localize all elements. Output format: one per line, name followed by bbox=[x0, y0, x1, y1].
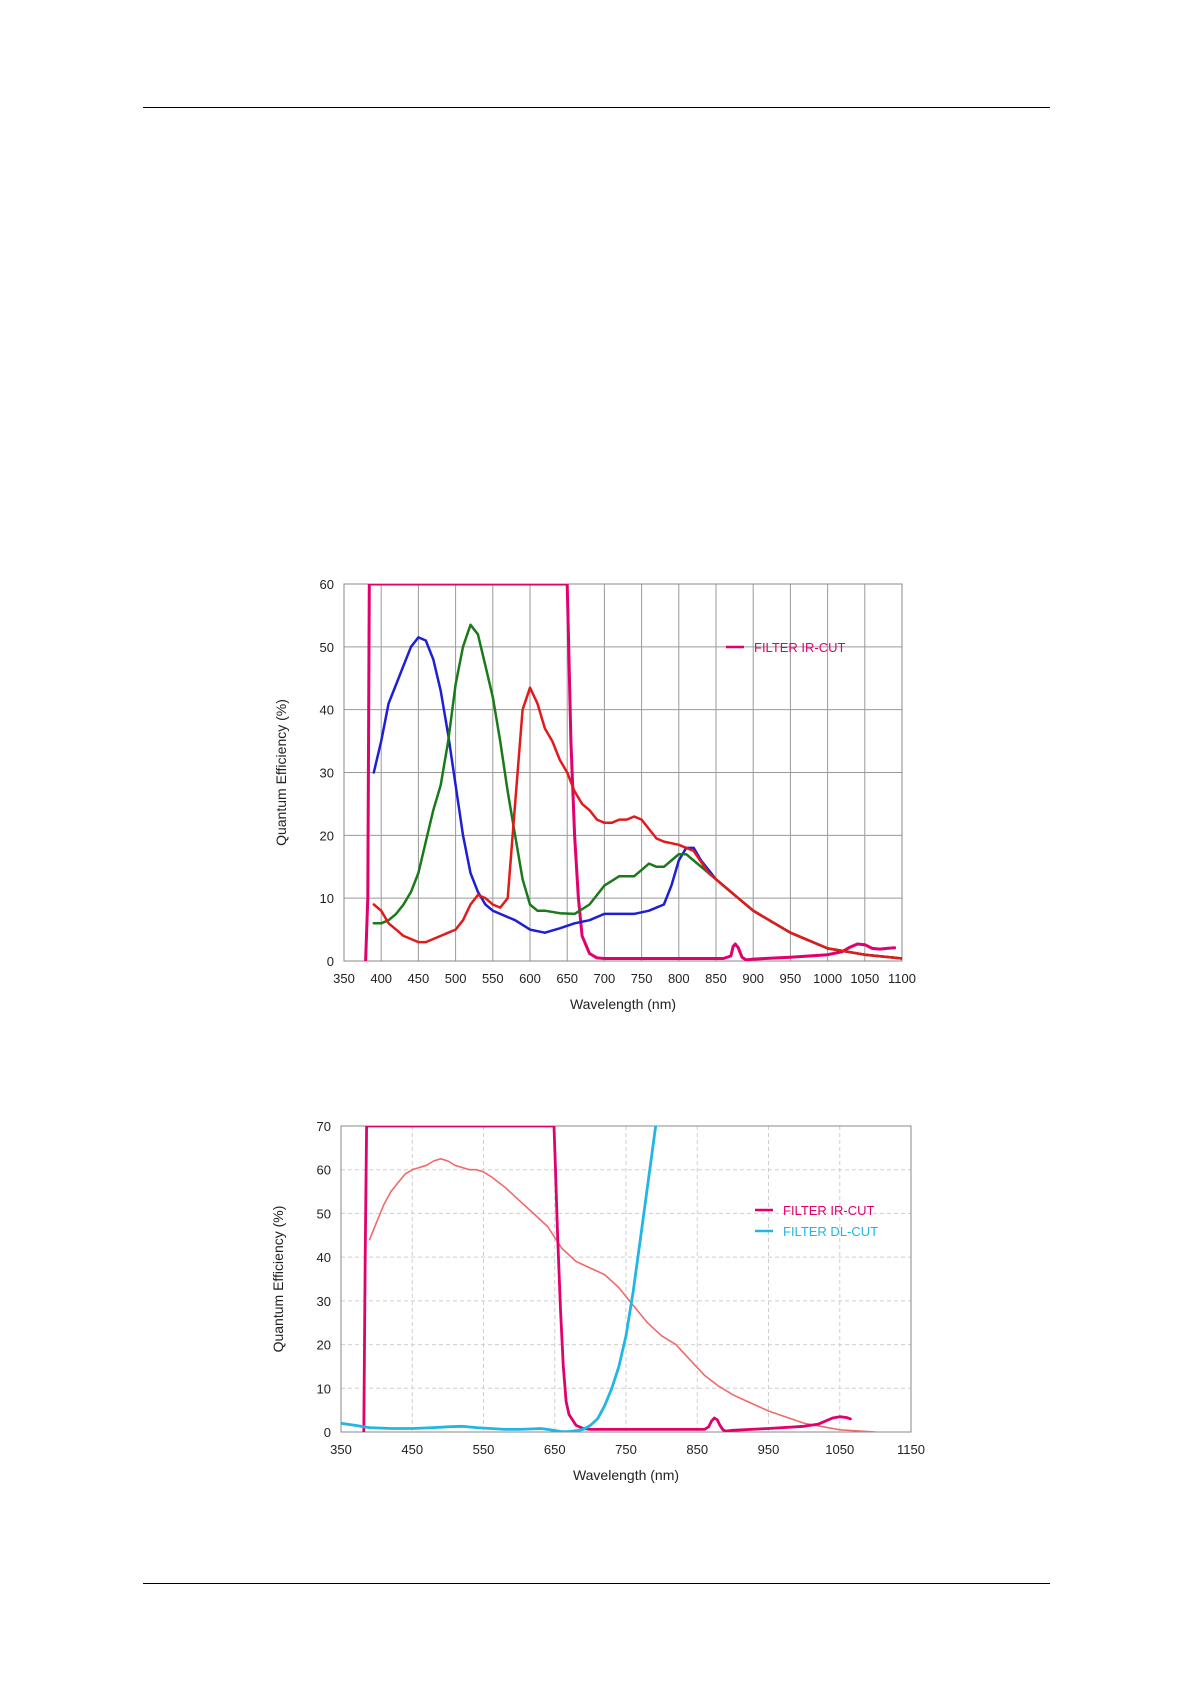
y-tick-label: 40 bbox=[320, 703, 334, 718]
y-tick-label: 20 bbox=[317, 1338, 331, 1353]
x-tick-label: 650 bbox=[544, 1442, 566, 1457]
x-tick-label: 350 bbox=[333, 971, 355, 986]
y-tick-label: 30 bbox=[320, 766, 334, 781]
legend-label: FILTER IR-CUT bbox=[754, 640, 846, 655]
y-tick-label: 40 bbox=[317, 1250, 331, 1265]
plot-frame bbox=[343, 583, 903, 962]
series-line-1 bbox=[372, 636, 902, 960]
legend: FILTER IR-CUT bbox=[726, 640, 846, 655]
y-axis-title: Quantum Efficiency (%) bbox=[273, 699, 289, 846]
x-tick-label: 550 bbox=[473, 1442, 495, 1457]
y-tick-label: 60 bbox=[320, 577, 334, 592]
legend: FILTER IR-CUT FILTER DL-CUT bbox=[755, 1203, 878, 1239]
x-tick-label: 750 bbox=[615, 1442, 637, 1457]
x-tick-label: 1000 bbox=[813, 971, 842, 986]
x-axis-title: Wavelength (nm) bbox=[573, 1467, 679, 1483]
x-tick-label: 500 bbox=[445, 971, 467, 986]
y-tick-label: 0 bbox=[327, 954, 334, 969]
x-tick-label: 1100 bbox=[888, 971, 916, 986]
y-tick-label: 10 bbox=[317, 1381, 331, 1396]
x-tick-label: 950 bbox=[780, 971, 802, 986]
x-tick-label: 800 bbox=[668, 971, 690, 986]
series-line-3 bbox=[372, 686, 902, 960]
x-tick-label: 400 bbox=[370, 971, 392, 986]
y-tick-label: 50 bbox=[320, 640, 334, 655]
y-tick-label: 20 bbox=[320, 828, 334, 843]
x-tick-label: 1050 bbox=[825, 1442, 854, 1457]
x-tick-label: 850 bbox=[705, 971, 727, 986]
legend-label: FILTER DL-CUT bbox=[783, 1224, 878, 1239]
x-tick-label: 950 bbox=[758, 1442, 780, 1457]
y-tick-label: 0 bbox=[324, 1425, 331, 1440]
y-tick-label: 10 bbox=[320, 891, 334, 906]
plot-frame bbox=[340, 1125, 912, 1433]
x-tick-label: 850 bbox=[686, 1442, 708, 1457]
grid bbox=[340, 1125, 912, 1433]
y-tick-label: 30 bbox=[317, 1294, 331, 1309]
series-line-0 bbox=[368, 1158, 877, 1432]
footer-rule bbox=[143, 1583, 1050, 1584]
x-tick-label: 550 bbox=[482, 971, 504, 986]
x-tick-label: 450 bbox=[408, 971, 430, 986]
x-tick-label: 750 bbox=[631, 971, 653, 986]
series-line-1 bbox=[362, 1126, 852, 1432]
y-axis-title: Quantum Efficiency (%) bbox=[270, 1206, 286, 1353]
x-tick-label: 700 bbox=[594, 971, 616, 986]
y-tick-label: 60 bbox=[317, 1163, 331, 1178]
series-line-0 bbox=[364, 584, 897, 961]
series-line-2 bbox=[372, 623, 902, 960]
header-rule bbox=[143, 107, 1050, 108]
chart-qe-ir-cut: Wavelength (nm) Quantum Efficiency (%) 3… bbox=[273, 577, 916, 1012]
x-tick-label: 450 bbox=[401, 1442, 423, 1457]
legend-label: FILTER IR-CUT bbox=[783, 1203, 875, 1218]
x-axis-title: Wavelength (nm) bbox=[570, 996, 676, 1012]
x-tick-label: 600 bbox=[519, 971, 541, 986]
x-tick-label: 1150 bbox=[897, 1442, 925, 1457]
series-line-2 bbox=[341, 1126, 658, 1432]
y-tick-label: 50 bbox=[317, 1206, 331, 1221]
chart-qe-ir-dl-cut: Wavelength (nm) Quantum Efficiency (%) 3… bbox=[270, 1119, 925, 1483]
x-tick-label: 900 bbox=[742, 971, 764, 986]
x-tick-label: 650 bbox=[556, 971, 578, 986]
y-tick-label: 70 bbox=[317, 1119, 331, 1134]
x-tick-label: 350 bbox=[330, 1442, 352, 1457]
x-tick-label: 1050 bbox=[850, 971, 879, 986]
